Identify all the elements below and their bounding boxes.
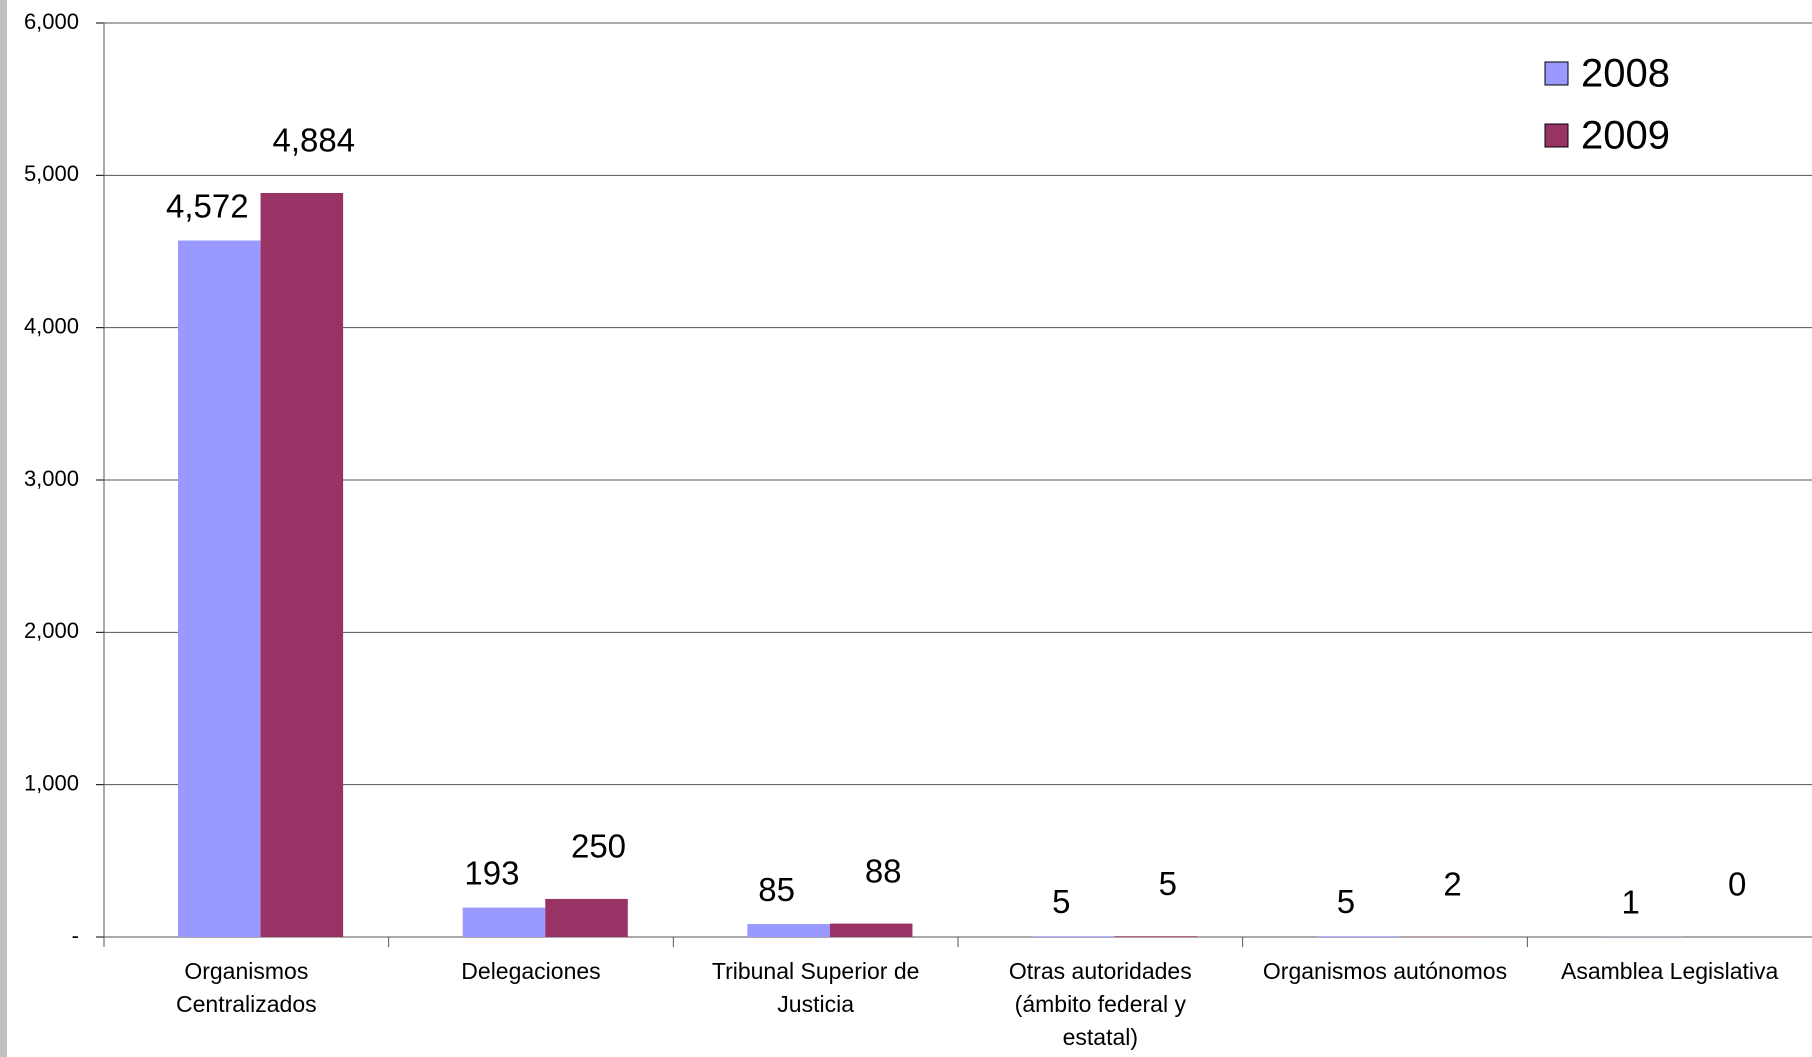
y-tick-label: - xyxy=(72,923,79,948)
x-tick-label: Organismos autónomos xyxy=(1262,958,1508,984)
left-strip xyxy=(0,0,7,1057)
value-label: 5 xyxy=(1337,883,1355,920)
y-tick-label: 5,000 xyxy=(24,161,79,186)
bar xyxy=(260,193,344,937)
legend-label: 2008 xyxy=(1581,52,1670,96)
value-label: 2 xyxy=(1443,865,1461,902)
x-tick-label: Tribunal Superior de Justicia xyxy=(711,958,920,1017)
x-tick-label: Delegaciones xyxy=(461,958,601,984)
value-label: 88 xyxy=(865,852,902,889)
value-label: 193 xyxy=(464,854,519,891)
x-tick-label: Asamblea Legislativa xyxy=(1560,958,1779,984)
y-tick-label: 3,000 xyxy=(24,466,79,491)
value-label: 0 xyxy=(1728,866,1746,903)
bar xyxy=(1316,936,1400,937)
legend-swatch xyxy=(1544,61,1569,86)
x-tick-label: Otras autoridades (ámbito federal y esta… xyxy=(1008,958,1192,1050)
y-tick-label: 4,000 xyxy=(24,313,79,338)
value-label: 5 xyxy=(1159,865,1177,902)
value-label: 250 xyxy=(571,828,626,865)
bar xyxy=(462,907,546,937)
bar xyxy=(1114,936,1198,937)
bar xyxy=(178,240,261,938)
bar xyxy=(545,898,628,937)
y-tick-label: 2,000 xyxy=(24,618,79,643)
bar xyxy=(829,923,913,937)
value-label: 4,572 xyxy=(166,187,249,224)
y-tick-label: 1,000 xyxy=(24,770,79,795)
value-label: 5 xyxy=(1052,883,1070,920)
bar xyxy=(747,924,830,937)
value-label: 85 xyxy=(758,871,795,908)
value-label: 4,884 xyxy=(273,122,356,159)
x-tick-label: Organismos Centralizados xyxy=(176,958,317,1017)
bar xyxy=(1032,936,1115,937)
legend-swatch xyxy=(1544,123,1569,148)
value-label: 1 xyxy=(1621,884,1639,921)
legend-label: 2009 xyxy=(1581,114,1670,158)
y-tick-label: 6,000 xyxy=(24,9,79,34)
